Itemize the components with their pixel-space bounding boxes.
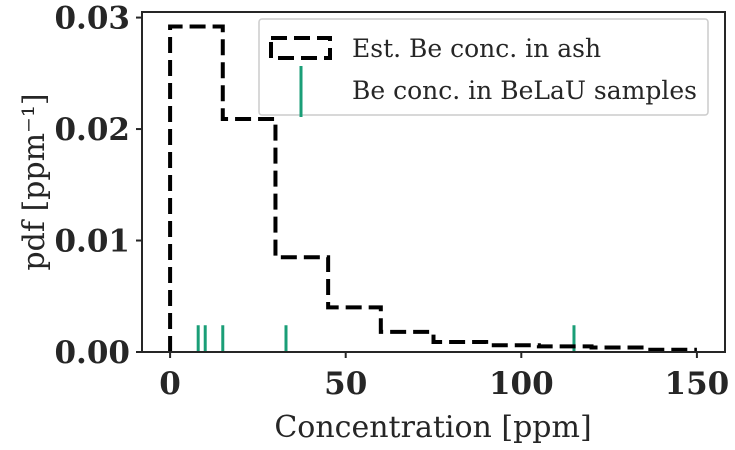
legend-box bbox=[258, 18, 709, 116]
x-tick-label: 150 bbox=[665, 366, 730, 402]
y-tick-label: 0.00 bbox=[54, 335, 130, 371]
legend-label-rug: Be conc. in BeLaU samples bbox=[352, 76, 697, 105]
legend-swatch-histogram bbox=[269, 36, 332, 60]
rug-layer bbox=[196, 325, 576, 352]
y-tick-label: 0.02 bbox=[54, 112, 130, 148]
x-tick-label: 100 bbox=[489, 366, 554, 402]
y-tick-label: 0.03 bbox=[54, 1, 130, 37]
plot-frame bbox=[141, 11, 726, 353]
ticks-layer: 0 50 100 150 0.00 0.01 0.02 0.03 bbox=[54, 1, 729, 402]
legend: Est. Be conc. in ash Be conc. in BeLaU s… bbox=[258, 18, 709, 117]
x-tick-label: 50 bbox=[324, 366, 367, 402]
x-tick-label: 0 bbox=[159, 366, 181, 402]
legend-label-histogram: Est. Be conc. in ash bbox=[352, 34, 601, 63]
histogram-step-line bbox=[168, 24, 697, 352]
y-tick-label: 0.01 bbox=[54, 224, 130, 260]
y-axis-label: pdf [ppm⁻¹] bbox=[17, 93, 52, 270]
x-axis-label: Concentration [ppm] bbox=[274, 410, 591, 445]
